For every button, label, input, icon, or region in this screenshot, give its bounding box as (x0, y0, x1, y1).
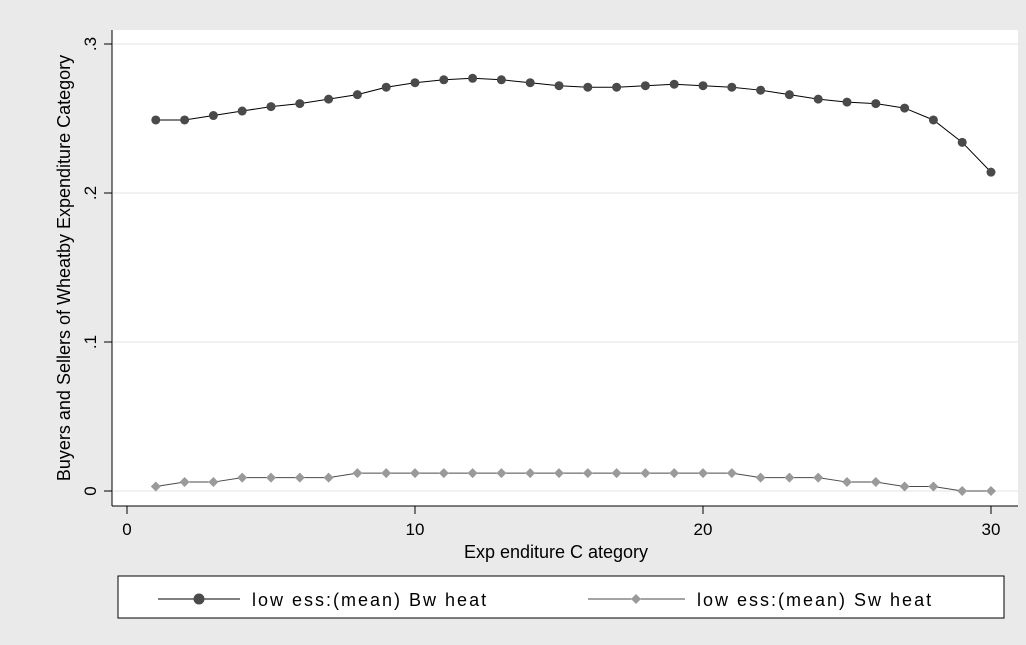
data-point (266, 472, 276, 483)
legend-label-swheat: low ess:(mean) Sw heat (697, 590, 933, 610)
data-point (323, 472, 334, 483)
y-tick-label: 0 (81, 486, 100, 495)
data-point (496, 468, 507, 479)
data-point (237, 106, 247, 116)
data-point (208, 477, 219, 488)
y-tick-label: .3 (81, 37, 100, 51)
data-point (582, 468, 593, 479)
ticks: 0 .1 .2 .3 0 10 20 30 (81, 37, 1000, 539)
data-point (151, 115, 161, 125)
data-point (899, 481, 910, 492)
data-point (640, 468, 651, 479)
series-line (155, 77, 992, 173)
data-point (352, 90, 362, 100)
x-tick-label: 0 (122, 520, 131, 539)
data-point (698, 468, 708, 479)
data-point (640, 81, 650, 91)
data-point (208, 111, 218, 121)
legend: low ess:(mean) Bw heat low ess:(mean) Sw… (117, 575, 1005, 619)
data-point (438, 468, 449, 479)
x-tick-label: 10 (406, 520, 425, 539)
data-point (957, 486, 968, 496)
data-point (612, 82, 622, 92)
data-point (554, 468, 564, 479)
data-point (410, 78, 420, 88)
y-tick-label: .1 (81, 335, 100, 349)
data-point (986, 486, 996, 496)
data-point (957, 137, 967, 147)
data-point (237, 472, 248, 483)
data-point (381, 82, 391, 92)
data-point (352, 468, 363, 479)
data-point (698, 81, 708, 91)
data-point (439, 75, 449, 85)
data-point (467, 468, 478, 479)
data-point (784, 472, 795, 483)
data-point (295, 99, 305, 109)
data-point (727, 82, 737, 92)
legend-label-bwheat: low ess:(mean) Bw heat (252, 590, 488, 610)
data-point (726, 468, 737, 479)
y-tick-label: .2 (81, 186, 100, 200)
legend-box (117, 575, 1005, 619)
data-point (900, 103, 910, 113)
data-point (755, 472, 766, 483)
plot-area (112, 30, 1018, 506)
x-tick-label: 30 (982, 520, 1001, 539)
data-point (179, 477, 190, 488)
data-point (813, 94, 823, 104)
data-point (928, 115, 938, 125)
data-point (496, 75, 506, 85)
data-point (468, 73, 478, 83)
data-point (986, 167, 996, 177)
x-tick-label: 20 (694, 520, 713, 539)
data-point (525, 78, 535, 88)
data-point (870, 477, 881, 488)
legend-marker-swheat (631, 594, 641, 604)
data-point (525, 468, 536, 479)
data-point (842, 97, 852, 107)
data-point (756, 85, 766, 95)
data-point (294, 472, 305, 483)
data-point (813, 472, 824, 483)
data-point (583, 82, 593, 92)
data-point (669, 468, 680, 479)
data-point (928, 481, 939, 492)
data-point (150, 481, 161, 492)
data-point (554, 81, 564, 91)
data-point (784, 90, 794, 100)
data-point (180, 115, 190, 125)
x-axis-title: Exp enditure C ategory (464, 542, 648, 562)
series-swheat (150, 468, 996, 496)
data-point (410, 468, 420, 479)
series-bwheat (151, 73, 996, 177)
y-axis-title: Buyers and Sellers of Wheatby Expenditur… (54, 55, 74, 481)
data-point (324, 94, 334, 104)
data-point (842, 477, 852, 488)
data-point (871, 99, 881, 109)
data-point (266, 102, 276, 112)
data-point (381, 468, 392, 479)
legend-marker-bwheat (193, 593, 205, 605)
data-point (669, 79, 679, 89)
axes (111, 30, 1018, 507)
data-point (611, 468, 622, 479)
series-layer (150, 73, 996, 496)
grid (113, 43, 1018, 492)
